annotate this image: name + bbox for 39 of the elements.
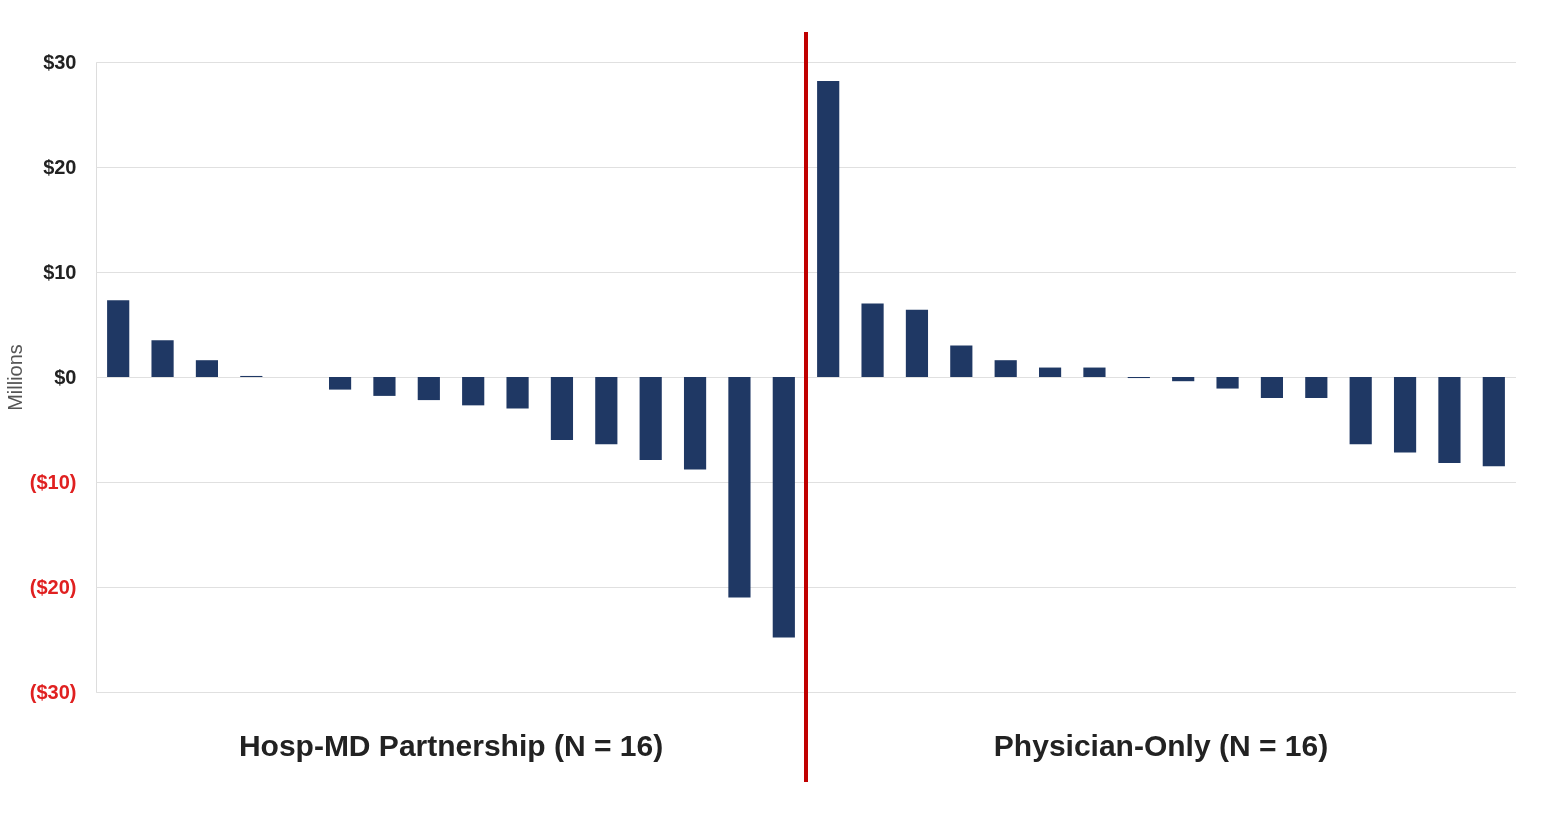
bar [1482,377,1505,467]
bar [151,340,174,377]
bar [1305,377,1328,398]
y-tick-label: ($30) [29,680,77,703]
bar [1038,367,1062,377]
y-tick-label: $30 [43,50,77,73]
bar [595,377,618,445]
bar [1172,377,1195,382]
bar [373,377,396,396]
bar [1216,377,1239,389]
bar [905,309,929,377]
y-tick-label: ($10) [29,470,77,493]
y-axis-title: Millions [3,344,26,411]
bar [772,377,795,638]
bar [861,303,884,377]
y-tick-label: $0 [54,365,77,388]
bar [994,360,1017,377]
bar [550,377,574,440]
bar [728,377,751,598]
y-tick-label: $10 [43,260,77,283]
bar [1438,377,1461,464]
bar [462,377,485,406]
bar [639,377,662,460]
bar [417,377,440,401]
y-tick-label: $20 [43,155,77,178]
bar [1349,377,1372,445]
bar [1260,377,1284,398]
y-tick-label: ($20) [29,575,77,598]
bar [950,345,973,377]
bar [195,360,219,377]
bar [817,80,840,377]
text: Physician-Only (N = 16) [993,729,1329,762]
bar [1083,367,1106,377]
bar [328,377,352,390]
bar [683,377,707,470]
bar [506,377,529,409]
bar [1393,377,1417,453]
bar [107,300,130,377]
text: Hosp-MD Partnership (N = 16) [238,729,664,762]
